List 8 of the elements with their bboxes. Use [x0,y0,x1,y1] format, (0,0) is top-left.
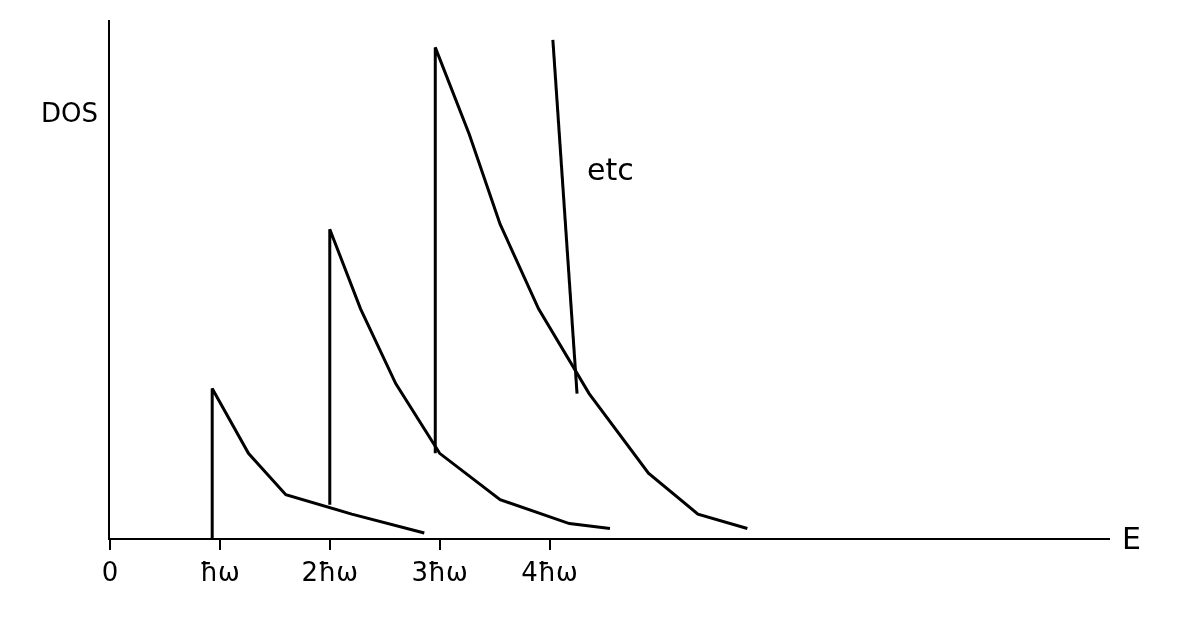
x-axis-title: E [1122,521,1141,556]
x-tick-label: 4ħω [521,557,578,588]
annotation: etc [587,152,634,187]
x-tick-label: 2ħω [301,557,358,588]
x-tick-label: 0 [101,557,119,588]
y-axis-title: DOS [41,98,98,128]
x-tick-label: 3ħω [411,557,468,588]
x-tick-label: ħω [199,557,240,588]
